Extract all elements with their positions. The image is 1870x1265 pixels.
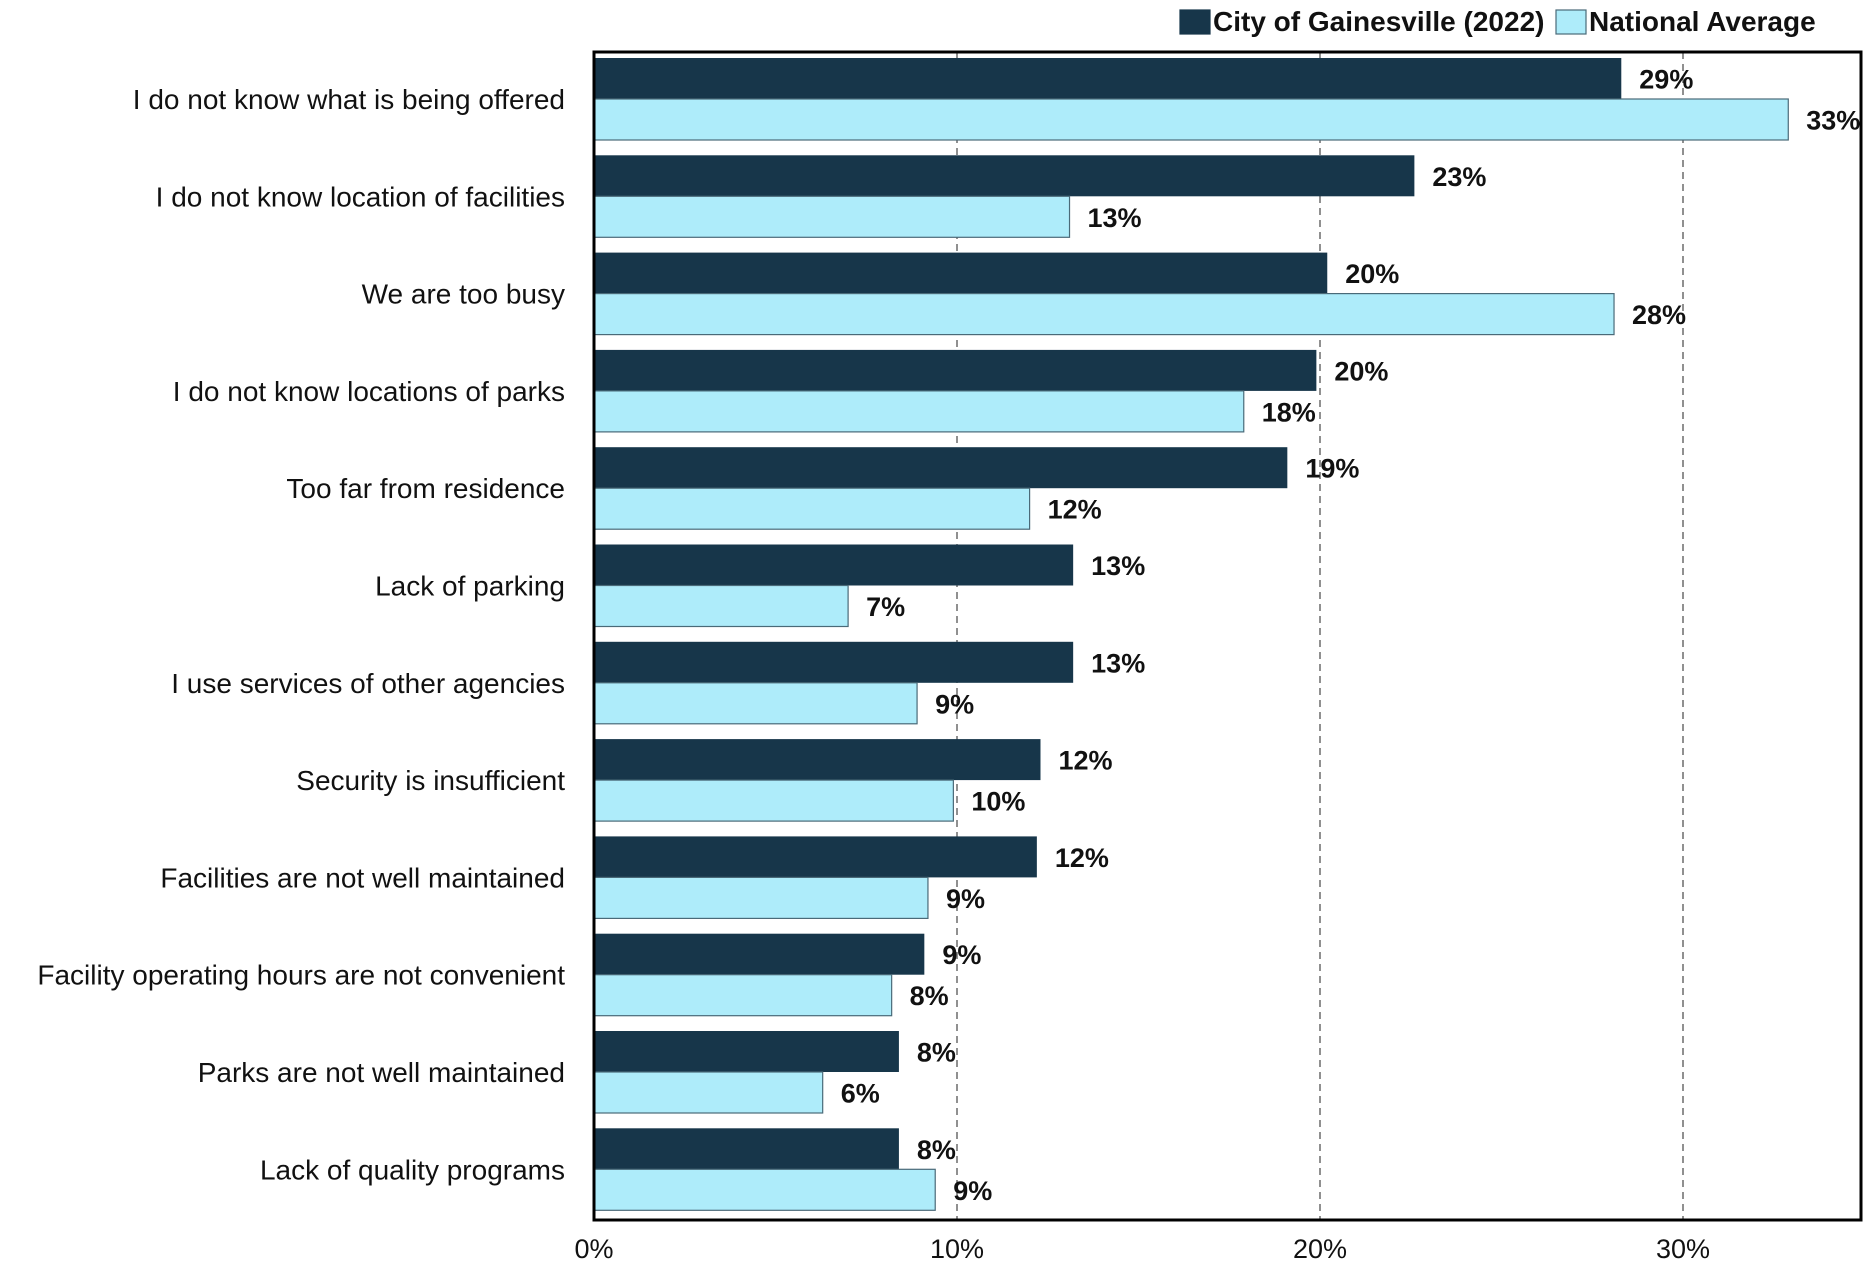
bar-value-label: 8% [917,1135,956,1165]
bar-national [593,195,1071,238]
plot-area-frame [592,50,1863,1222]
bar-national [593,876,929,920]
bar-value-label: 28% [1632,300,1686,330]
bar-national [593,1168,936,1211]
category-label: Lack of parking [375,571,565,602]
bar-value-label: 10% [971,787,1025,817]
bar-value-label: 20% [1345,259,1399,289]
category-label: Facility operating hours are not conveni… [37,960,565,991]
bar-city [594,1031,899,1072]
bars [593,58,1789,1211]
category-labels: I do not know what is being offered I do … [37,84,565,1185]
bar-value-label: 8% [910,981,949,1011]
legend: City of Gainesville (2022) National Aver… [1179,6,1816,37]
bar-value-label: 12% [1055,843,1109,873]
bar-value-label: 13% [1091,648,1145,678]
data-labels: 29% 33% 23% 13% 20% 28% 20% 18% 19% 12% 13% 7% 13% 9%… [841,65,1861,1206]
bar-value-label: 13% [1091,551,1145,581]
bar-value-label: 18% [1262,397,1316,427]
legend-swatch-city [1179,9,1211,35]
bar-value-label: 9% [935,689,974,719]
x-tick-label: 0% [574,1234,613,1264]
bar-city [594,447,1288,489]
x-tick-label: 20% [1293,1234,1347,1264]
bar-value-label: 12% [1058,746,1112,776]
bar-national [593,584,849,628]
bar-city [594,1128,899,1170]
x-axis-tick-labels: 0% 10% 20% 30% [574,1234,1710,1264]
bar-value-label: 9% [942,940,981,970]
category-label: Parks are not well maintained [198,1057,565,1088]
bar-value-label: 20% [1334,356,1388,386]
bar-value-label: 9% [946,884,985,914]
bar-city [594,641,1074,683]
gridlines [956,52,1684,1220]
bar-national [593,487,1031,530]
category-label: Security is insufficient [296,765,565,796]
category-label: Facilities are not well maintained [160,862,565,893]
bar-national [593,974,893,1017]
bar-national [593,682,918,725]
category-label: Lack of quality programs [260,1154,565,1185]
bar-national [593,98,1789,141]
x-tick-label: 10% [930,1234,984,1264]
category-label: I do not know what is being offered [133,84,565,115]
bar-value-label: 23% [1432,162,1486,192]
bar-value-label: 12% [1048,495,1102,525]
legend-label-city: City of Gainesville (2022) [1213,6,1544,37]
bar-city [594,739,1041,781]
bar-national [593,779,954,822]
category-label: I do not know locations of parks [173,376,565,407]
bar-value-label: 8% [917,1038,956,1068]
bar-value-label: 33% [1806,106,1860,136]
category-label: I do not know location of facilities [156,181,565,212]
bar-value-label: 6% [841,1079,880,1109]
bar-value-label: 13% [1088,203,1142,233]
bar-value-label: 29% [1639,65,1693,95]
bar-city [594,349,1317,391]
bar-city [594,155,1415,197]
bar-value-label: 7% [866,592,905,622]
bar-city [594,544,1074,586]
bar-value-label: 19% [1305,454,1359,484]
category-label: I use services of other agencies [171,668,565,699]
bar-value-label: 9% [953,1176,992,1206]
bar-city [594,58,1622,99]
bar-city [594,933,925,975]
bar-national [593,1071,824,1114]
bar-national [593,390,1245,433]
bar-city [594,836,1037,878]
bar-national [593,293,1615,336]
legend-swatch-national [1555,9,1587,35]
legend-label-national: National Average [1589,6,1816,37]
category-label: Too far from residence [286,473,565,504]
x-tick-label: 30% [1656,1234,1710,1264]
category-label: We are too busy [362,279,565,310]
bar-city [594,252,1328,294]
